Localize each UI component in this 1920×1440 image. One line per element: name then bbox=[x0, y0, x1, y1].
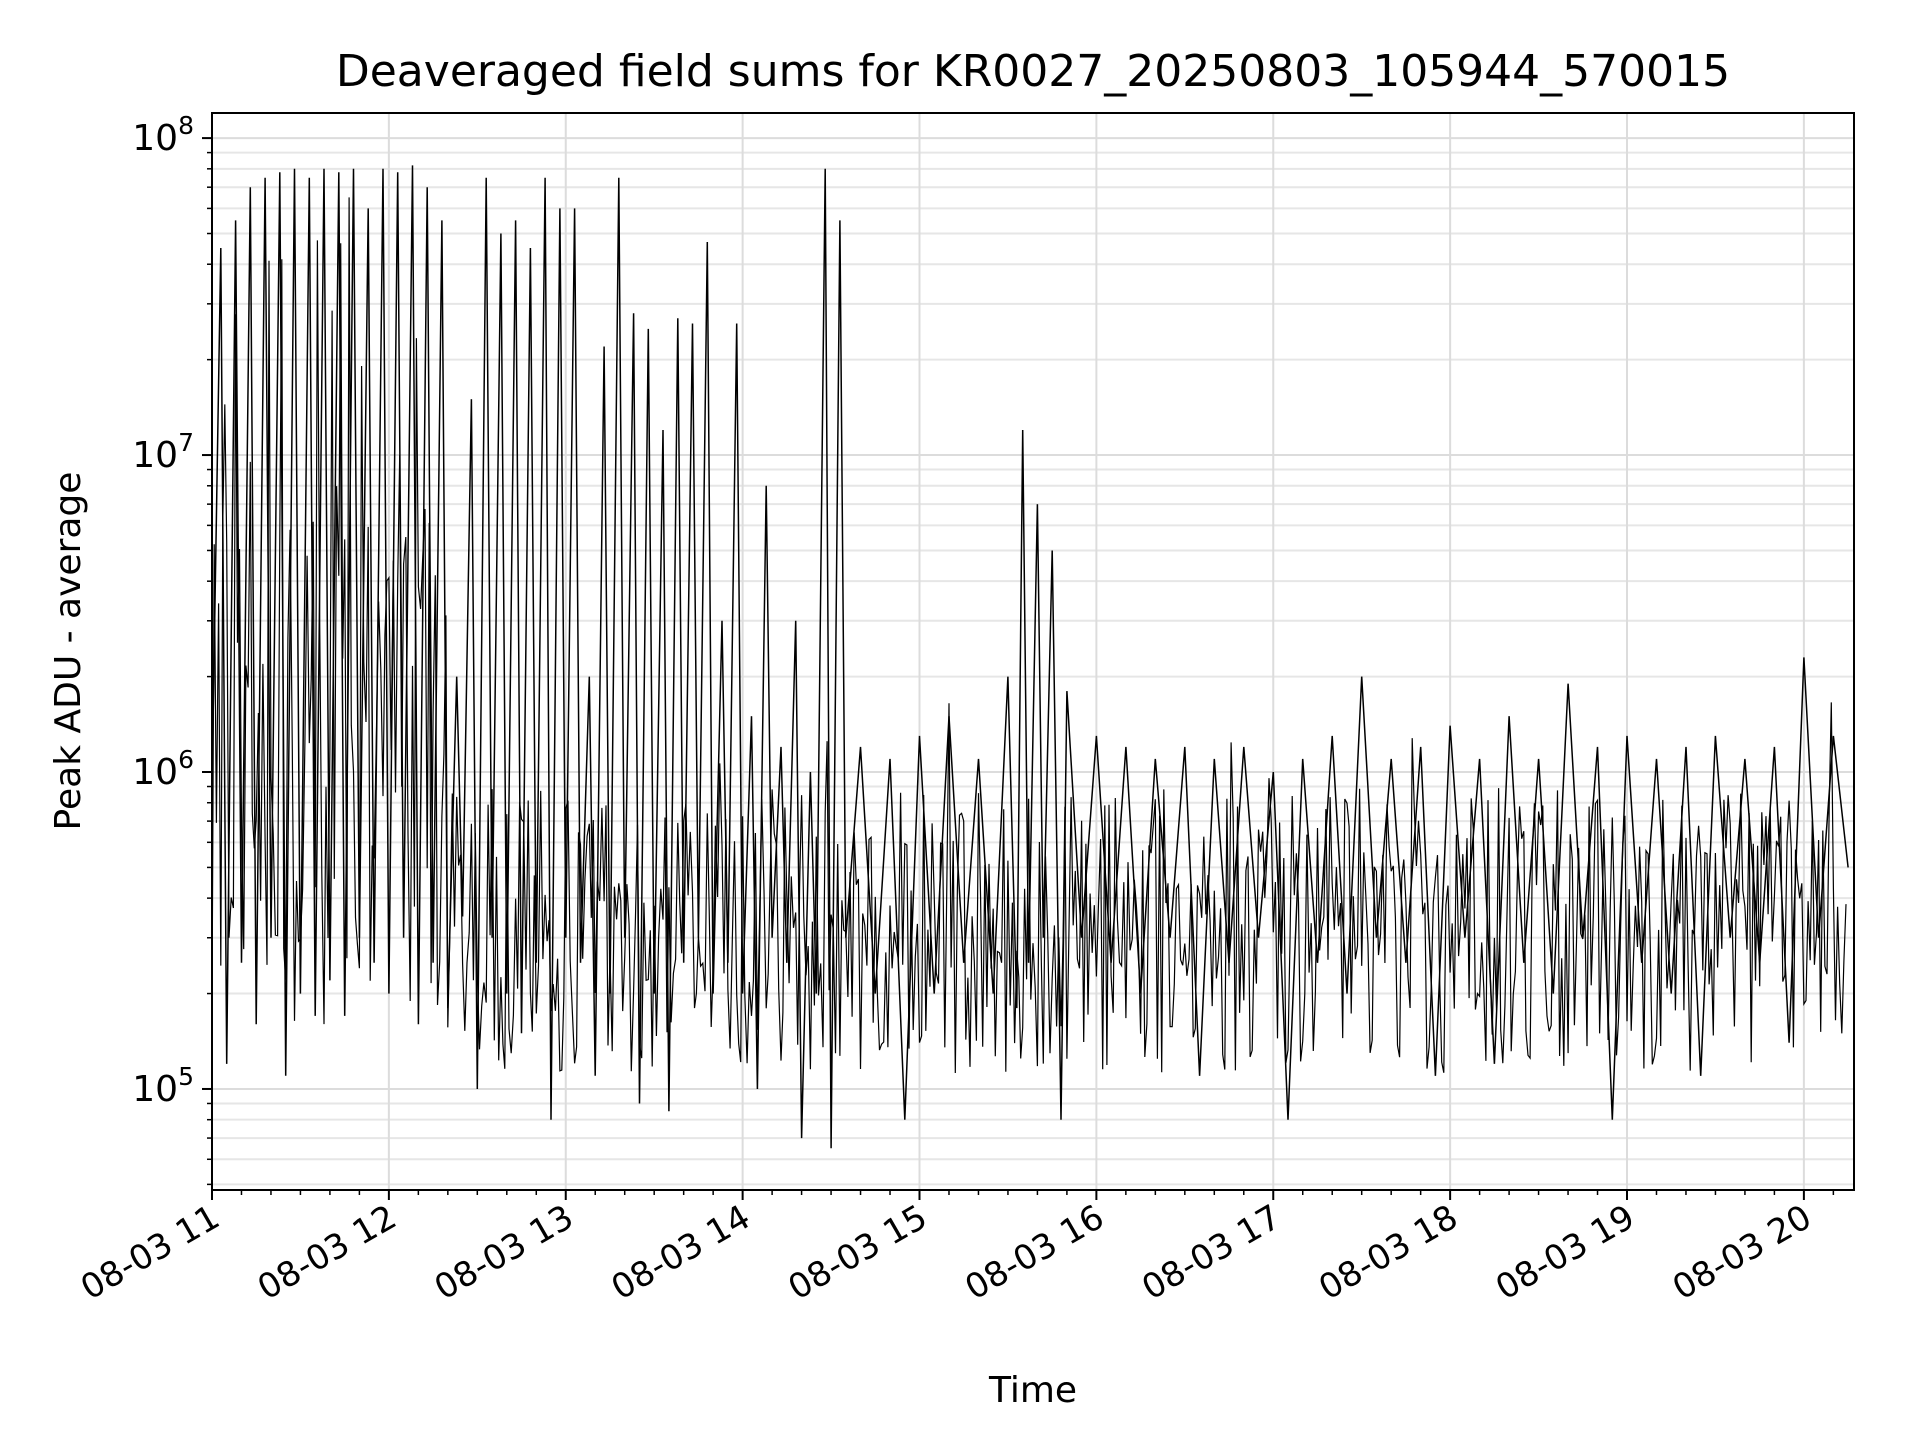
y-tick-label: 106 bbox=[132, 745, 194, 793]
y-tick-label: 105 bbox=[132, 1062, 194, 1110]
data-series bbox=[211, 165, 1849, 1149]
series-texture-line bbox=[211, 197, 1847, 1074]
plot-frame bbox=[211, 112, 1855, 1191]
chart-title: Deaveraged field sums for KR0027_2025080… bbox=[336, 46, 1730, 97]
series-line bbox=[211, 165, 1849, 1149]
x-axis-label: Time bbox=[988, 1370, 1077, 1411]
y-tick-label: 107 bbox=[132, 428, 194, 476]
y-axis-label: Peak ADU - average bbox=[48, 472, 89, 831]
grid bbox=[211, 113, 1854, 1190]
data-series-background-line bbox=[211, 197, 1847, 1074]
y-tick-label: 108 bbox=[132, 111, 194, 159]
y-axis: 105 106 107 108 bbox=[132, 111, 212, 1186]
